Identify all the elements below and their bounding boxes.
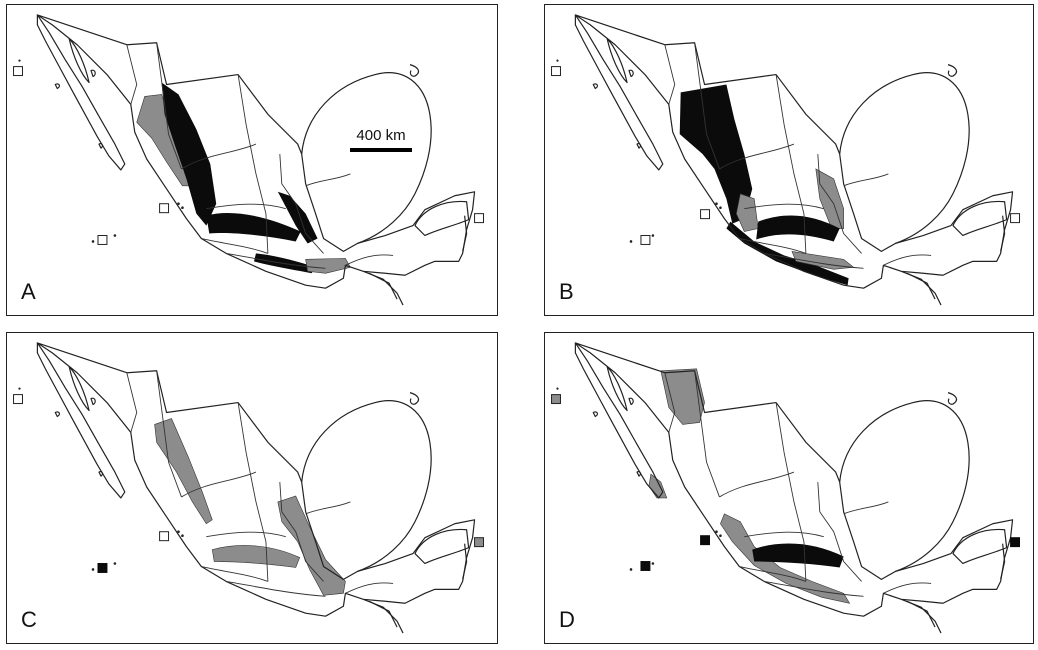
region-black-neovolcanic-belt (752, 543, 844, 568)
box-revillagigedo (700, 209, 711, 220)
box-baja-north (13, 66, 23, 77)
panel-label-c: C (21, 607, 37, 632)
box-socorro (97, 563, 108, 573)
region-black-neovolcanic-belt (756, 215, 840, 242)
box-yucatan (474, 537, 485, 548)
box-baja-north (551, 394, 561, 405)
region-grey-sierra-madre-occidental (154, 418, 213, 525)
map-panel-b: B (544, 4, 1034, 316)
region-black-pacific-coast (726, 221, 849, 286)
map-panel-d: D (544, 332, 1034, 644)
map-d (551, 342, 1021, 634)
region-grey-north-west (660, 368, 705, 425)
region-black-sierra-madre-occidental (679, 84, 753, 224)
box-revillagigedo (159, 203, 170, 214)
box-baja-north (551, 66, 561, 77)
box-socorro (640, 561, 651, 571)
box-socorro (640, 235, 651, 245)
panel-label-d: D (559, 607, 575, 632)
box-revillagigedo (700, 535, 711, 546)
panel-label-b: B (559, 279, 574, 304)
region-grey-isthmus (305, 258, 351, 274)
region-grey-baja-south (648, 473, 668, 499)
box-yucatan (474, 213, 485, 224)
region-grey-neovolcanic-belt (211, 545, 301, 568)
region-black-neovolcanic-belt (206, 212, 301, 242)
box-baja-north (13, 394, 23, 405)
map-b (551, 14, 1021, 306)
map-c (13, 342, 485, 634)
region-grey-pacific-coast (720, 513, 851, 604)
region-grey-sierra-madre-oriental (277, 495, 346, 596)
scale-bar: 400 km (341, 127, 421, 152)
region-grey-sierra-madre-sur (791, 251, 855, 270)
box-socorro (97, 235, 108, 245)
region-grey-central-west (736, 193, 759, 232)
map-a (13, 14, 485, 306)
region-black-sierra-madre-occidental (161, 82, 217, 226)
map-panel-c: C (6, 332, 498, 644)
box-revillagigedo (159, 531, 170, 542)
scale-bar-line (350, 148, 412, 152)
map-panel-a: 400 km A (6, 4, 498, 316)
box-yucatan (1010, 213, 1021, 224)
panel-label-a: A (21, 279, 36, 304)
scale-bar-label: 400 km (356, 127, 406, 144)
region-black-sierra-madre-oriental (277, 191, 318, 244)
box-yucatan (1010, 537, 1021, 548)
